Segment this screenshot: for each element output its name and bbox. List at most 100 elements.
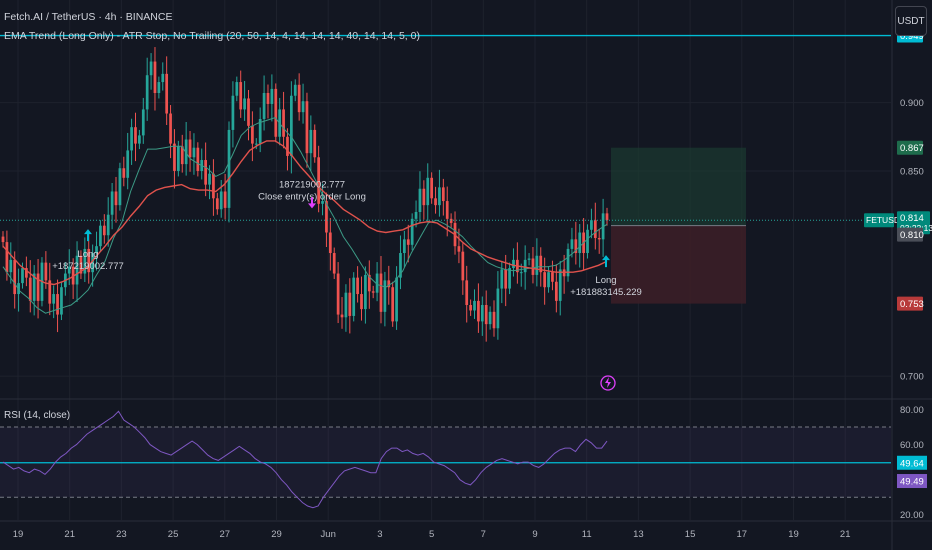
candle-body xyxy=(383,280,387,312)
time-tick-label: 23 xyxy=(116,529,127,540)
candle-body xyxy=(28,277,32,301)
candle-body xyxy=(590,220,593,230)
candle-body xyxy=(196,147,200,171)
candle-body xyxy=(313,129,317,158)
rsi-label-mid: 49.64 xyxy=(900,458,924,469)
candle-body xyxy=(9,259,13,273)
candles xyxy=(1,47,609,342)
candle-body xyxy=(328,232,332,254)
strategy-title[interactable]: EMA Trend (Long Only) - ATR Stop, No Tra… xyxy=(4,30,420,42)
candle-body xyxy=(173,143,176,171)
currency-button[interactable]: USDT xyxy=(895,6,927,36)
candle-body xyxy=(297,84,301,113)
candle-body xyxy=(344,292,348,318)
candle-body xyxy=(286,136,289,156)
candle-body xyxy=(477,300,480,322)
candle-body xyxy=(597,237,601,240)
trade-label: +187219002.777 xyxy=(52,261,124,272)
ema-fast-line xyxy=(2,117,608,314)
rsi-title[interactable]: RSI (14, close) xyxy=(4,410,71,421)
candle-body xyxy=(387,280,391,288)
candle-body xyxy=(1,236,5,243)
time-tick-label: 21 xyxy=(840,529,851,540)
candle-body xyxy=(83,248,87,274)
flash-icon xyxy=(605,377,611,388)
symbol-tag: FETUSDT xyxy=(866,215,905,225)
candle-body xyxy=(535,255,539,275)
trade-label: Close entry(s) order Long xyxy=(258,191,366,202)
price-levels xyxy=(0,34,891,221)
candle-body xyxy=(169,113,172,144)
candle-body xyxy=(56,294,59,315)
candle-body xyxy=(153,61,157,94)
candle-body xyxy=(192,147,196,158)
candle-body xyxy=(352,277,356,316)
candle-body xyxy=(340,314,344,318)
position-zones xyxy=(611,147,746,304)
candle-body xyxy=(360,294,363,310)
candle-body xyxy=(399,253,402,278)
candle-body xyxy=(527,258,531,260)
candle-body xyxy=(449,218,453,223)
candle-body xyxy=(438,187,441,206)
candle-body xyxy=(126,150,130,178)
time-tick-label: 25 xyxy=(168,529,179,540)
candle-body xyxy=(36,273,40,301)
candle-body xyxy=(500,269,504,289)
candle-body xyxy=(508,268,511,289)
candle-body xyxy=(473,300,476,311)
rsi-tick-label: 20.00 xyxy=(900,510,924,521)
candle-body xyxy=(414,211,418,219)
candle-body xyxy=(95,246,98,254)
candle-body xyxy=(219,191,223,210)
trade-arrow-down-icon xyxy=(308,197,316,209)
candle-body xyxy=(239,82,243,110)
candle-body xyxy=(465,280,469,305)
time-axis[interactable]: 19 21 23 25 27 29 Jun 3 5 7 9 11 13 15 17 19 21 xyxy=(13,529,851,540)
take-profit-zone xyxy=(611,147,746,226)
candle-body xyxy=(122,168,126,178)
candle-body xyxy=(157,82,161,94)
candle-body xyxy=(371,291,375,293)
candle-body xyxy=(106,214,110,236)
last-price-label: 0.814 xyxy=(900,213,924,224)
candle-body xyxy=(231,95,235,130)
candle-body xyxy=(554,281,558,301)
candle-body xyxy=(403,239,406,254)
candle-body xyxy=(215,198,219,210)
trade-label: Long xyxy=(77,249,98,260)
candle-body xyxy=(212,173,215,199)
price-label-target-bg xyxy=(897,140,923,155)
candle-body xyxy=(75,255,79,285)
time-tick-label: 11 xyxy=(582,529,592,540)
price-label-resistance: 0.949 xyxy=(900,31,924,42)
candle-body xyxy=(258,118,262,144)
candle-body xyxy=(60,287,63,315)
candle-body xyxy=(332,253,336,274)
candle-body xyxy=(461,251,465,281)
candle-body xyxy=(547,272,550,288)
symbol-title[interactable]: Fetch.AI / TetherUS · 4h · BINANCE xyxy=(4,11,173,23)
candle-body xyxy=(426,177,430,206)
candle-body xyxy=(227,129,231,208)
misc-overlays xyxy=(600,375,616,391)
candle-body xyxy=(223,191,227,208)
candle-body xyxy=(434,198,437,206)
price-tick-label: 0.850 xyxy=(900,166,924,177)
candle-body xyxy=(184,139,188,165)
candle-body xyxy=(558,269,562,301)
candle-body xyxy=(110,191,114,215)
candle-body xyxy=(364,274,367,310)
rsi-tick-label: 60.00 xyxy=(900,440,924,451)
candle-body xyxy=(570,239,574,249)
candle-body xyxy=(457,246,461,252)
candle-body xyxy=(91,253,94,273)
candle-body xyxy=(317,157,321,204)
rsi-label-mid-bg xyxy=(897,455,927,470)
candle-body xyxy=(5,242,9,273)
candle-body xyxy=(512,259,515,269)
candle-body xyxy=(99,225,102,247)
